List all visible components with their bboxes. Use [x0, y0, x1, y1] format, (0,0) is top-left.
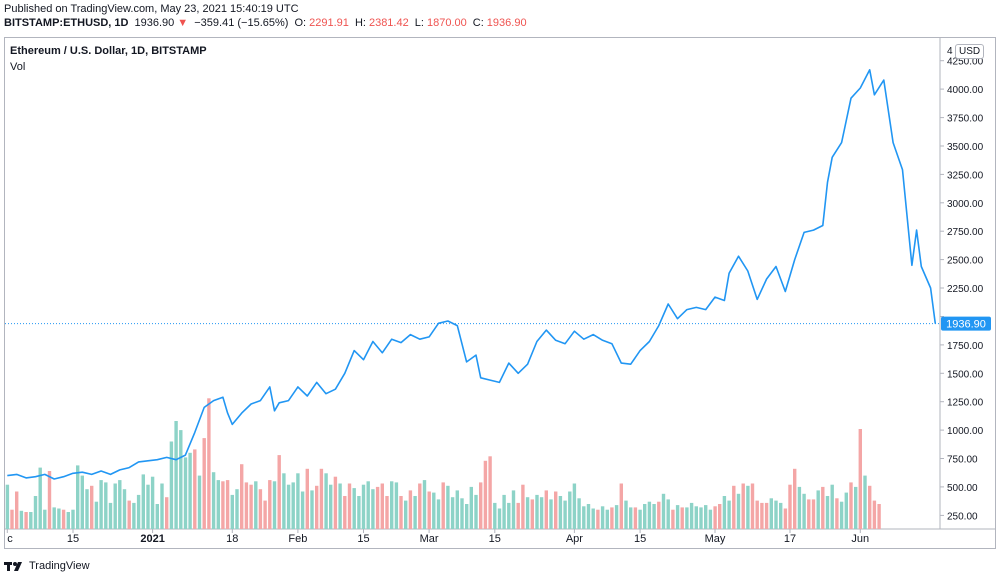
quote-row: BITSTAMP:ETHUSD, 1D 1936.90 ▼ −359.41 (−1…	[4, 17, 530, 29]
footer-brand-text: TradingView	[29, 560, 90, 572]
change-arrow-icon: ▼	[177, 17, 189, 29]
high-label: H:	[354, 17, 366, 29]
chart-legend-title: Ethereum / U.S. Dollar, 1D, BITSTAMP	[10, 45, 207, 57]
chart-legend-volume: Vol	[10, 61, 26, 73]
price-change: −359.41 (−15.65%)	[194, 17, 289, 29]
symbol-label: BITSTAMP:ETHUSD, 1D	[4, 17, 129, 29]
published-note: Published on TradingView.com, May 23, 20…	[4, 3, 299, 15]
chart-frame[interactable]	[4, 37, 996, 549]
last-price: 1936.90	[134, 17, 175, 29]
high-value: 2381.42	[368, 17, 409, 29]
close-value: 1936.90	[486, 17, 527, 29]
open-label: O:	[294, 17, 307, 29]
footer-branding[interactable]: TradingView	[4, 559, 90, 573]
open-value: 2291.91	[309, 17, 349, 29]
low-label: L:	[414, 17, 424, 29]
close-label: C:	[472, 17, 484, 29]
currency-badge[interactable]: USD	[955, 44, 985, 59]
tradingview-logo-icon	[4, 562, 22, 571]
low-value: 1870.00	[426, 17, 467, 29]
